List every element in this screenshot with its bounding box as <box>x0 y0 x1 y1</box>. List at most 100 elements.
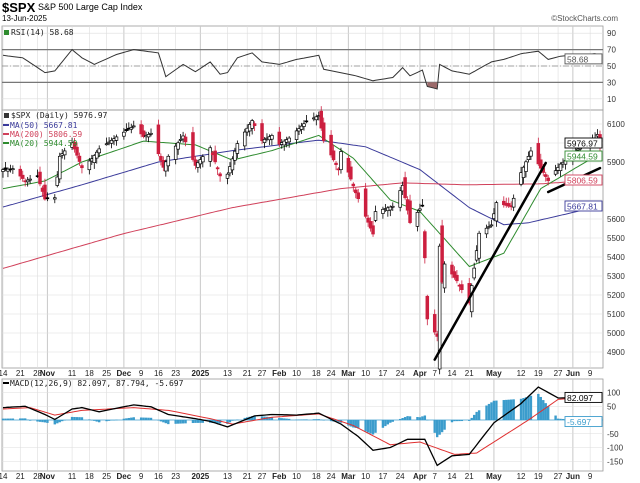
price-value-tag: 5976.97 <box>564 137 603 149</box>
macd-value-tag-text: 82.097 <box>567 393 593 403</box>
macd-histogram-bar <box>218 420 222 424</box>
candle-body <box>511 197 516 208</box>
x-tick-label: 17 <box>378 472 387 481</box>
candle-body <box>519 172 523 185</box>
candle-body <box>299 125 304 130</box>
macd-histogram-bar <box>280 418 283 420</box>
candle <box>270 133 274 146</box>
candle <box>213 145 217 165</box>
candle <box>450 261 454 279</box>
macd-histogram-bar <box>107 420 111 421</box>
macd-histogram-bar <box>243 417 246 420</box>
macd-histogram-bar <box>435 420 439 438</box>
macd-histogram-bar <box>546 406 550 420</box>
candle-body <box>218 173 222 177</box>
candle-body <box>536 143 541 165</box>
candle-body <box>164 161 168 172</box>
ma20-line <box>2 134 601 268</box>
candle <box>354 187 358 199</box>
x-tick-label: May <box>486 369 502 378</box>
macd-histogram-bar <box>196 420 200 423</box>
candle <box>141 124 146 139</box>
macd-histogram-bar <box>56 420 59 424</box>
macd-histogram-bar <box>211 420 214 423</box>
candle <box>287 136 291 148</box>
candle <box>114 134 119 146</box>
macd-histogram-bar <box>354 420 357 428</box>
candle <box>460 280 464 294</box>
macd-histogram-bar <box>75 417 79 420</box>
macd-histogram-bar <box>164 420 168 424</box>
candle-body <box>156 124 161 155</box>
candle <box>233 147 237 165</box>
macd-histogram-bar <box>458 420 461 422</box>
candle-body <box>334 162 338 165</box>
macd-histogram-bar <box>253 415 256 420</box>
candle <box>87 157 92 175</box>
candle <box>11 165 15 174</box>
macd-histogram-bar <box>539 396 542 420</box>
macd-histogram-bar <box>502 400 505 420</box>
ma20-value-tag-text: 5944.59 <box>567 152 598 162</box>
candle <box>415 209 420 232</box>
macd-histogram-bar <box>147 417 150 420</box>
candle <box>455 270 459 284</box>
candle <box>104 137 109 146</box>
macd-histogram-bar <box>374 420 377 433</box>
rsi-legend: RSI(14) 58.68 <box>11 28 74 37</box>
macd-histogram-bar <box>519 398 523 420</box>
candle <box>57 152 62 184</box>
price-value-tag-text: 5976.97 <box>567 139 598 149</box>
x-tick-label: 2025 <box>191 472 209 481</box>
y-tick-label: 90 <box>607 29 616 38</box>
candle <box>20 170 25 182</box>
candle-body <box>440 225 444 283</box>
candle <box>524 159 528 178</box>
macd-histogram-bar <box>391 420 394 422</box>
candle-body <box>455 274 459 282</box>
candle-body <box>55 176 60 186</box>
macd-hist-value-tag-text: -5.697 <box>567 417 591 427</box>
candle <box>502 196 506 208</box>
candle <box>146 131 151 143</box>
x-tick-label: Feb <box>272 472 286 481</box>
x-tick-label: 18 <box>85 472 94 481</box>
candle <box>201 154 205 168</box>
x-tick-label: 24 <box>327 472 336 481</box>
macd-histogram-bar <box>349 420 353 427</box>
candle <box>469 283 474 318</box>
candle-body <box>321 122 326 141</box>
macd-histogram-bar <box>80 417 84 420</box>
candle-body <box>124 129 129 131</box>
candle <box>55 171 60 188</box>
candle-body <box>260 123 264 142</box>
candle-body <box>487 226 491 228</box>
candle <box>129 123 134 134</box>
x-tick-label: 24 <box>396 369 405 378</box>
macd-histogram-bar <box>317 419 320 420</box>
macd-histogram-bar <box>105 420 108 422</box>
macd-histogram-bar <box>524 397 528 420</box>
rsi-value-tag-box <box>564 53 603 65</box>
trendline <box>433 161 547 361</box>
candle-body <box>339 151 343 171</box>
rsi-panel <box>2 48 603 90</box>
macd-histogram-bar <box>270 417 274 420</box>
x-tick-label: 9 <box>139 472 144 481</box>
macd-histogram-bar <box>418 417 422 420</box>
candle <box>230 156 235 175</box>
x-tick-label: May <box>486 472 502 481</box>
candle <box>75 142 79 159</box>
candle-body <box>460 284 464 290</box>
candle-body <box>484 227 489 235</box>
ma50-value-tag-text: 5667.81 <box>567 202 598 212</box>
candle-body <box>75 146 79 156</box>
candle-body <box>351 183 356 187</box>
x-tick-label: 27 <box>258 472 267 481</box>
candle <box>124 123 129 133</box>
macd-hist-value-tag-box <box>564 416 603 428</box>
rsi-line <box>2 48 601 90</box>
candle <box>489 219 494 228</box>
candle <box>553 164 558 177</box>
candle-body <box>11 168 15 170</box>
